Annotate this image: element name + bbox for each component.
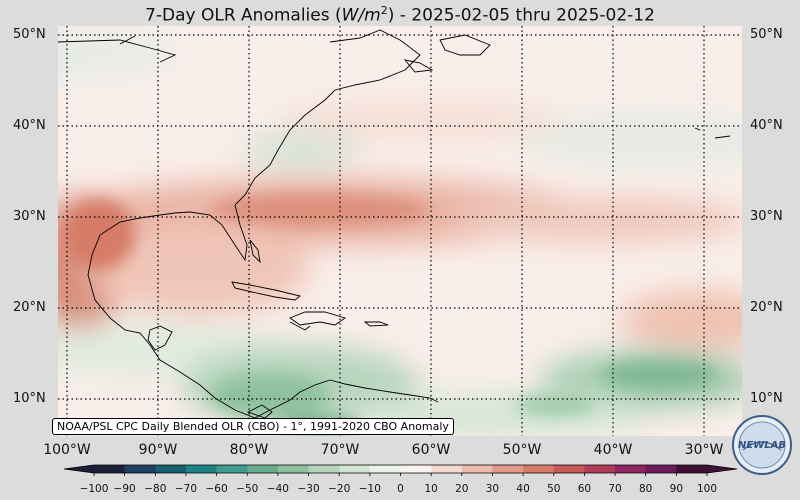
colorbar-tick-label: 40 <box>516 483 530 495</box>
lon-label: 70°W <box>320 442 360 458</box>
colorbar-segment <box>339 465 371 473</box>
lat-label-right: 40°N <box>750 118 783 133</box>
svg-text:NEWLAB: NEWLAB <box>738 440 786 451</box>
colorbar-extend-high <box>707 465 737 473</box>
colorbar-segment <box>615 465 647 473</box>
colorbar-segment <box>492 465 524 473</box>
colorbar-tick-label: −20 <box>328 483 351 495</box>
lon-label: 90°W <box>138 442 178 458</box>
colorbar-tick-label: −60 <box>205 483 228 495</box>
colorbar-tick-label: −50 <box>236 483 259 495</box>
colorbar-segment <box>185 465 218 473</box>
colorbar-tick-label: 10 <box>424 483 438 495</box>
colorbar-tick-label: −40 <box>266 483 289 495</box>
colorbar-tick-label: 80 <box>639 483 653 495</box>
colorbar-segment <box>369 465 401 473</box>
colorbar-tick-label: 30 <box>485 483 500 495</box>
lat-label-right: 20°N <box>750 300 783 315</box>
colorbar-segment <box>155 465 187 473</box>
colorbar-tick-label: −100 <box>79 483 109 495</box>
graticule <box>58 26 742 436</box>
colorbar-tick-label: 90 <box>669 483 684 495</box>
colorbar-tick-label: 50 <box>547 483 561 495</box>
data-source-credit: NOAA/PSL CPC Daily Blended OLR (CBO) - 1… <box>52 418 454 435</box>
colorbar-segment <box>308 465 340 473</box>
colorbar-segment <box>645 465 677 473</box>
lon-label: 100°W <box>43 442 91 458</box>
colorbar-segment <box>584 465 616 473</box>
lab-logo: NEWLAB <box>732 415 792 475</box>
colorbar <box>63 464 738 476</box>
lon-label: 80°W <box>229 442 269 458</box>
lon-label: 50°W <box>502 442 542 458</box>
colorbar-tick-label: 60 <box>577 483 592 495</box>
colorbar-tick-label: −90 <box>113 483 136 495</box>
colorbar-extend-low <box>64 465 94 473</box>
lat-label-left: 10°N <box>13 391 46 406</box>
lat-label-right: 50°N <box>750 27 783 42</box>
colorbar-segment <box>431 465 463 473</box>
colorbar-tick-label: 70 <box>608 483 622 495</box>
colorbar-segment <box>124 465 156 473</box>
lon-label: 60°W <box>411 442 451 458</box>
colorbar-tick-label: −30 <box>297 483 320 495</box>
colorbar-tick-label: 100 <box>696 483 718 495</box>
colorbar-tick-label: 20 <box>455 483 469 495</box>
colorbar-segment <box>523 465 555 473</box>
lon-label: 40°W <box>593 442 633 458</box>
colorbar-segment <box>461 465 493 473</box>
colorbar-segment <box>553 465 585 473</box>
colorbar-segment <box>676 465 708 473</box>
lat-label-left: 50°N <box>13 27 46 42</box>
colorbar-segment <box>216 465 248 473</box>
coastlines <box>58 29 731 419</box>
colorbar-segment <box>94 465 126 473</box>
lat-label-right: 10°N <box>750 391 783 406</box>
colorbar-tick-label: −70 <box>174 483 198 495</box>
colorbar-tick-label: −80 <box>144 483 167 495</box>
lat-label-left: 30°N <box>13 209 46 224</box>
map-title: 7-Day OLR Anomalies (W/m2) - 2025-02-05 … <box>145 4 655 26</box>
anomaly-field <box>58 26 742 436</box>
colorbar-segment <box>277 465 310 473</box>
colorbar-tick-label: 0 <box>397 483 404 495</box>
colorbar-tick-label: −10 <box>358 483 381 495</box>
colorbar-segment <box>400 465 432 473</box>
lat-label-left: 40°N <box>13 118 46 133</box>
colorbar-segment <box>247 465 279 473</box>
lat-label-right: 30°N <box>750 209 783 224</box>
lon-label: 30°W <box>684 442 724 458</box>
lat-label-left: 20°N <box>13 300 46 315</box>
